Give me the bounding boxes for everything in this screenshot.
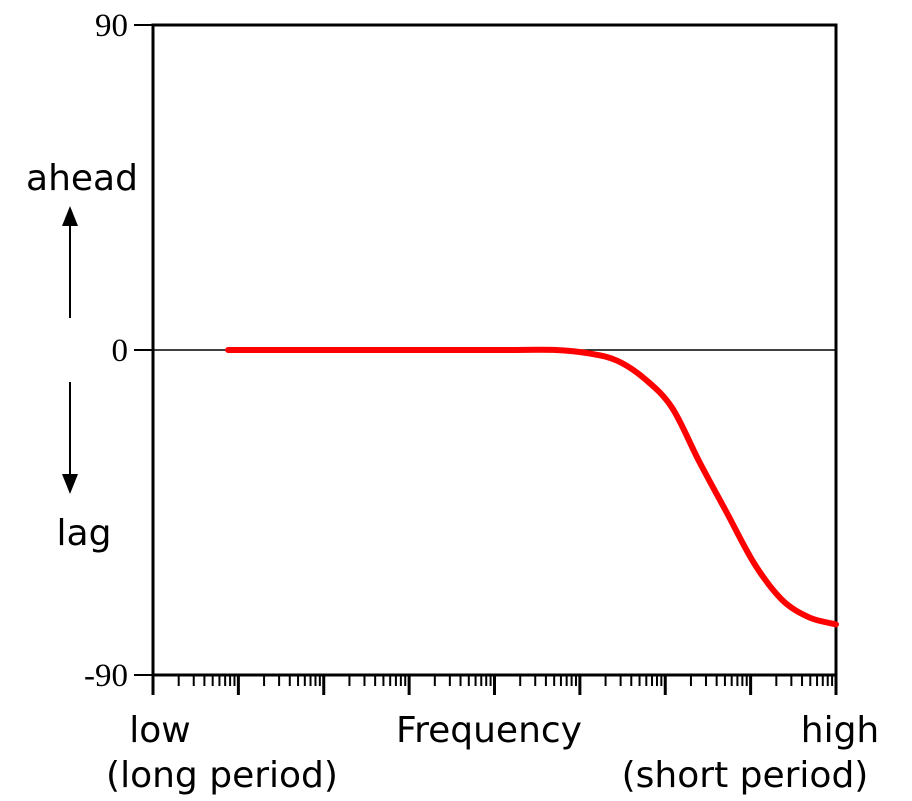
x-label-high: high	[801, 710, 880, 751]
lag-arrow-head	[62, 474, 78, 494]
phase-curve	[225, 346, 839, 628]
lag-annotation: lag	[57, 513, 112, 554]
ahead-arrow-head	[62, 206, 78, 226]
x-axis-ticks	[151, 675, 838, 695]
y-tick-label-0: 0	[112, 333, 129, 369]
y-tick-label-minus-90: -90	[84, 658, 128, 694]
x-axis-title: Frequency	[396, 710, 582, 751]
x-label-low: low	[129, 710, 190, 751]
ahead-annotation: ahead	[26, 158, 138, 199]
x-label-high-sub: (short period)	[622, 755, 869, 796]
x-label-low-sub: (long period)	[106, 755, 338, 796]
y-tick-label-90: 90	[95, 8, 128, 44]
